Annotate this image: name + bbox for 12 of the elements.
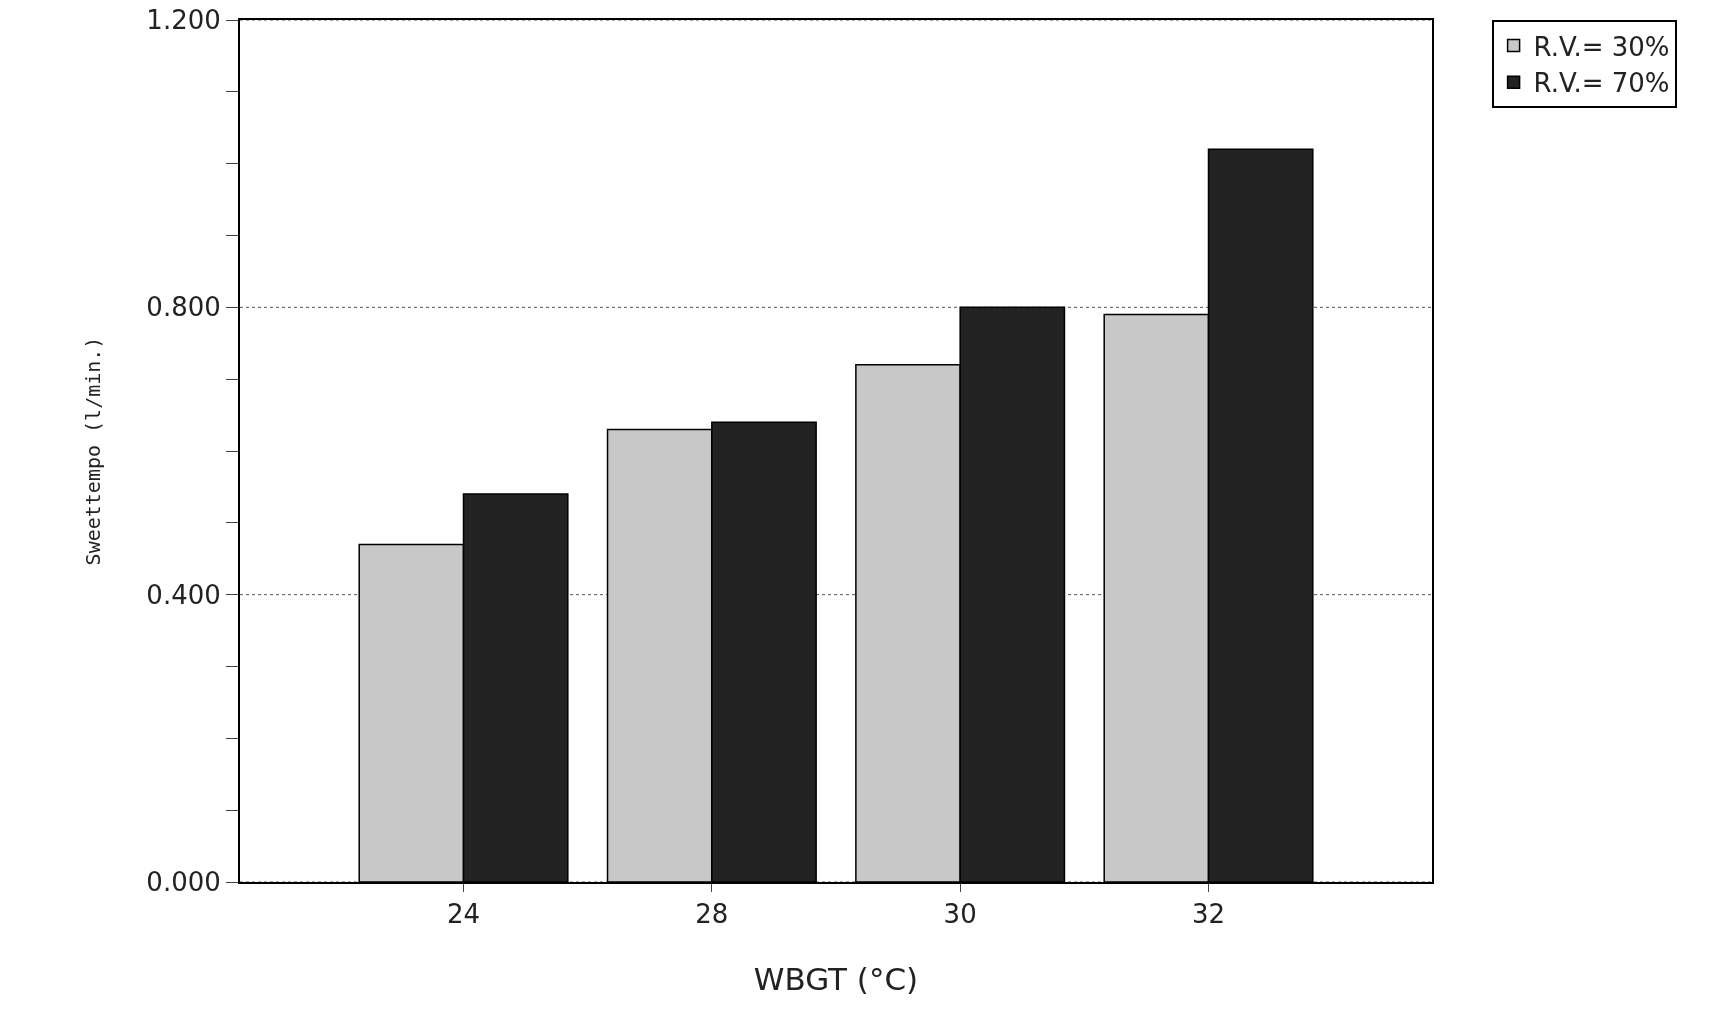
legend-label: R.V.= 30% [1533, 31, 1670, 62]
y-tick-label: 0.400 [146, 579, 221, 610]
x-tick-label: 28 [695, 899, 729, 930]
y-tick-label: 0.800 [146, 292, 221, 323]
y-axis-title: Sweettempo (l/min.) [81, 336, 106, 566]
x-axis-title: WBGT (°C) [753, 960, 919, 997]
x-tick-label: 24 [446, 899, 481, 930]
y-tick-label: 0.000 [146, 867, 221, 898]
x-tick-label: 32 [1191, 899, 1226, 930]
y-tick-label: 1.200 [146, 5, 221, 36]
legend-label: R.V.= 70% [1533, 68, 1670, 99]
x-tick-label: 30 [943, 899, 977, 930]
